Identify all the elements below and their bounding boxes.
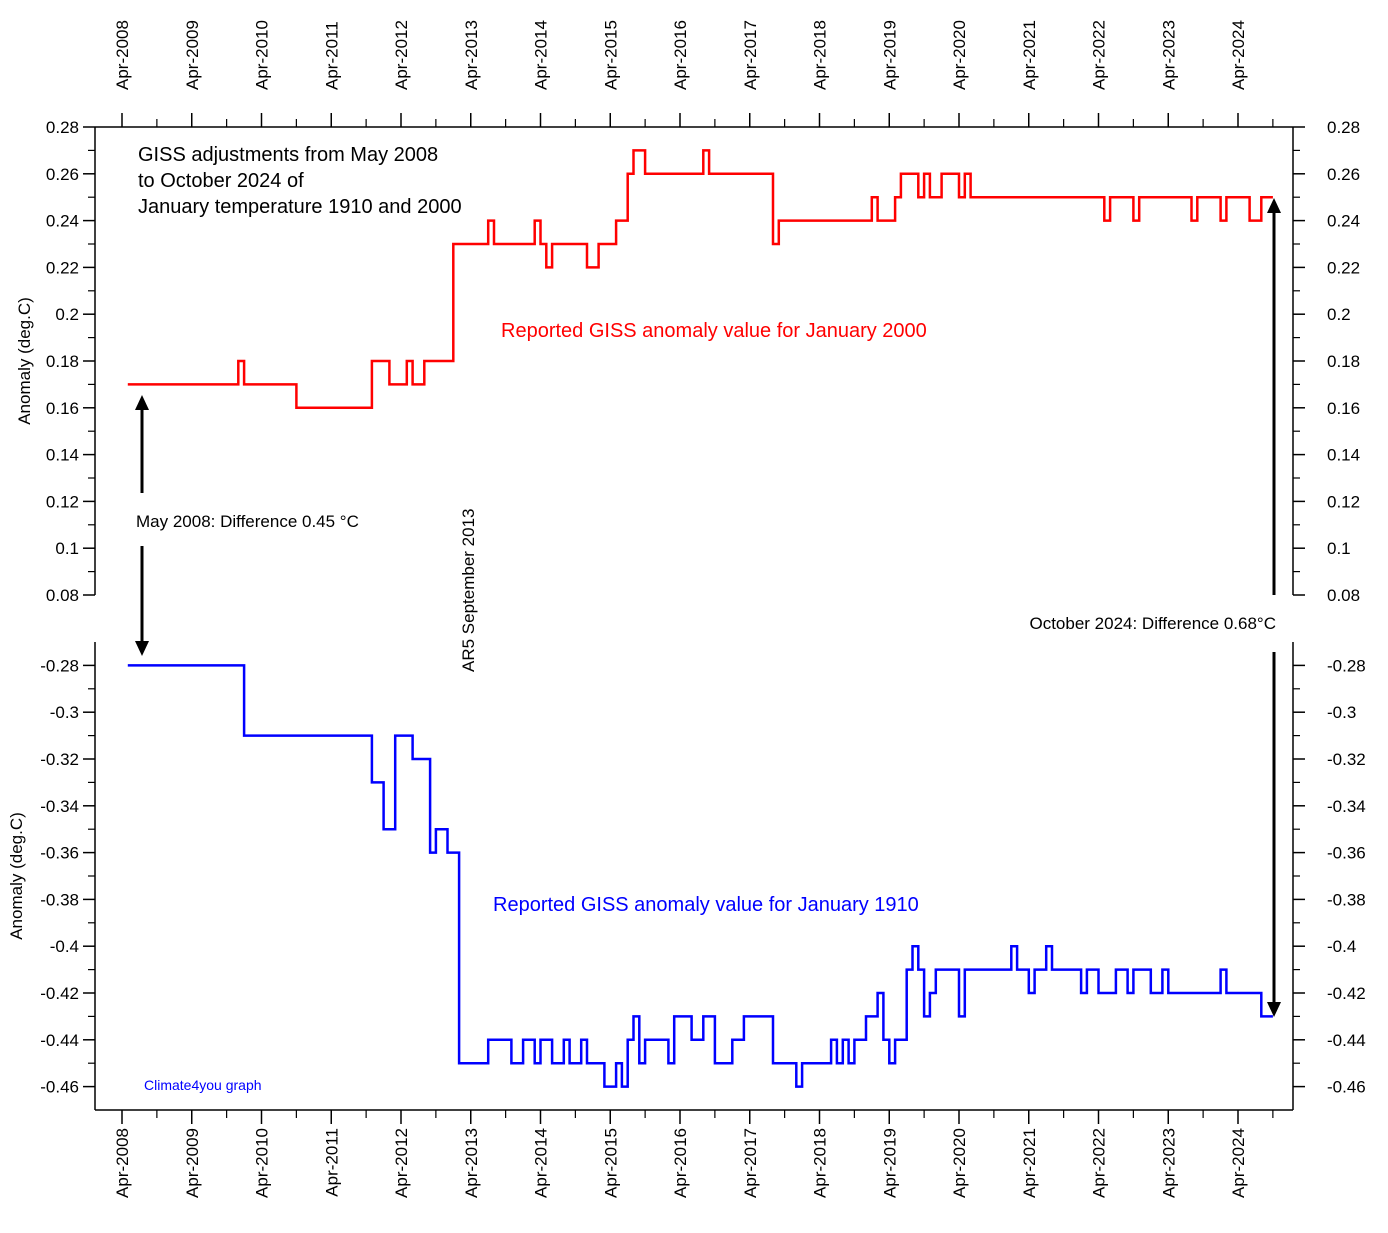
x-tick-label-top: Apr-2024 — [1229, 20, 1248, 90]
x-tick-label-bottom: Apr-2017 — [741, 1128, 760, 1198]
x-tick-label-top: Apr-2014 — [532, 20, 551, 90]
x-tick-label-bottom: Apr-2012 — [392, 1128, 411, 1198]
y-tick-label-right: 0.18 — [1327, 352, 1360, 371]
x-tick-label-bottom: Apr-2011 — [322, 1128, 341, 1197]
credit-text: Climate4you graph — [144, 1077, 262, 1093]
y-tick-label-left: 0.1 — [55, 539, 79, 558]
may-2008-difference-label: May 2008: Difference 0.45 °C — [136, 512, 359, 531]
x-tick-label-bottom: Apr-2016 — [671, 1128, 690, 1198]
y-tick-label-left: -0.32 — [40, 750, 79, 769]
y-tick-label-right: 0.16 — [1327, 399, 1360, 418]
x-tick-label-top: Apr-2015 — [601, 20, 620, 90]
y-tick-label-left: -0.28 — [40, 656, 79, 675]
x-tick-label-bottom: Apr-2009 — [183, 1128, 202, 1198]
x-tick-label-bottom: Apr-2008 — [113, 1128, 132, 1198]
y-tick-label-left: -0.44 — [40, 1031, 79, 1050]
y-tick-label-right: -0.44 — [1327, 1031, 1366, 1050]
y-tick-label-left: 0.14 — [46, 446, 79, 465]
y-tick-label-right: -0.32 — [1327, 750, 1366, 769]
y-tick-label-right: -0.42 — [1327, 984, 1366, 1003]
x-tick-label-bottom: Apr-2013 — [462, 1128, 481, 1198]
y-tick-label-left: 0.16 — [46, 399, 79, 418]
y-tick-label-right: -0.36 — [1327, 844, 1366, 863]
upper-y-axis: 0.08 0.08 0.1 0.1 0.12 0.12 0.14 0.14 0.16 0.16 0.… — [46, 118, 1360, 605]
y-tick-label-right: 0.28 — [1327, 118, 1360, 137]
y-tick-label-left: -0.34 — [40, 797, 79, 816]
y-tick-label-left: 0.12 — [46, 492, 79, 511]
x-axis-top: Apr-2008 Apr-2009 Apr-2010 Apr-2011 Apr-2012… — [113, 20, 1274, 127]
chart-title: GISS adjustments from May 2008 to Octobe… — [138, 144, 462, 218]
x-tick-label-top: Apr-2009 — [183, 20, 202, 90]
y-tick-label-right: 0.14 — [1327, 446, 1360, 465]
y-tick-label-right: 0.24 — [1327, 212, 1360, 231]
chart-title-line-1: GISS adjustments from May 2008 — [138, 144, 438, 166]
y-tick-label-left: -0.42 — [40, 984, 79, 1003]
y-tick-label-left: 0.28 — [46, 118, 79, 137]
series-label-january-2000: Reported GISS anomaly value for January … — [501, 320, 927, 342]
y-tick-label-right: 0.08 — [1327, 586, 1360, 605]
x-tick-label-bottom: Apr-2024 — [1229, 1128, 1248, 1198]
x-tick-label-top: Apr-2022 — [1090, 20, 1109, 90]
upper-y-axis-title: Anomaly (deg.C) — [15, 297, 34, 425]
x-tick-label-bottom: Apr-2018 — [811, 1128, 830, 1198]
y-tick-label-right: -0.38 — [1327, 890, 1366, 909]
y-tick-label-left: -0.46 — [40, 1078, 79, 1097]
y-tick-label-left: 0.08 — [46, 586, 79, 605]
y-tick-label-right: -0.46 — [1327, 1078, 1366, 1097]
y-tick-label-right: 0.22 — [1327, 258, 1360, 277]
x-axis-bottom: Apr-2008 Apr-2009 Apr-2010 Apr-2011 Apr-2012… — [113, 1110, 1274, 1198]
y-tick-label-left: -0.36 — [40, 844, 79, 863]
y-tick-label-left: 0.22 — [46, 258, 79, 277]
y-tick-label-left: 0.26 — [46, 165, 79, 184]
y-tick-label-right: -0.34 — [1327, 797, 1366, 816]
lower-y-axis: -0.46 -0.46 -0.44 -0.44 -0.42 -0.42 -0.4 -0.4 -0… — [40, 656, 1366, 1096]
x-tick-label-bottom: Apr-2010 — [253, 1128, 272, 1198]
chart-title-line-3: January temperature 1910 and 2000 — [138, 196, 462, 218]
series-line-january-2000 — [127, 149, 1273, 410]
x-tick-label-bottom: Apr-2015 — [601, 1128, 620, 1198]
y-tick-label-left: -0.4 — [50, 937, 79, 956]
y-tick-label-right: 0.26 — [1327, 165, 1360, 184]
series-label-january-1910: Reported GISS anomaly value for January … — [493, 894, 919, 916]
y-tick-label-right: 0.12 — [1327, 492, 1360, 511]
y-tick-label-left: 0.18 — [46, 352, 79, 371]
ar5-annotation: AR5 September 2013 — [459, 509, 478, 673]
x-tick-label-top: Apr-2016 — [671, 20, 690, 90]
y-tick-label-left: 0.24 — [46, 212, 79, 231]
x-tick-label-top: Apr-2008 — [113, 20, 132, 90]
x-tick-label-bottom: Apr-2020 — [950, 1128, 969, 1198]
y-tick-label-left: -0.3 — [50, 703, 79, 722]
x-tick-label-bottom: Apr-2014 — [532, 1128, 551, 1198]
x-tick-label-top: Apr-2010 — [253, 20, 272, 90]
x-tick-label-top: Apr-2012 — [392, 20, 411, 90]
october-2024-difference-arrow — [1267, 198, 1281, 1017]
y-tick-label-right: 0.2 — [1327, 305, 1351, 324]
october-2024-difference-label: October 2024: Difference 0.68°C — [1029, 614, 1276, 633]
x-tick-label-top: Apr-2018 — [811, 20, 830, 90]
x-tick-label-bottom: Apr-2019 — [880, 1128, 899, 1198]
x-tick-label-top: Apr-2017 — [741, 20, 760, 90]
x-tick-label-bottom: Apr-2023 — [1159, 1128, 1178, 1198]
x-tick-label-top: Apr-2021 — [1020, 20, 1039, 90]
y-tick-label-right: -0.28 — [1327, 656, 1366, 675]
x-tick-label-top: Apr-2013 — [462, 20, 481, 90]
y-tick-label-right: 0.1 — [1327, 539, 1351, 558]
may-2008-difference-arrow — [135, 395, 149, 656]
lower-y-axis-title: Anomaly (deg.C) — [7, 812, 26, 940]
y-tick-label-right: -0.4 — [1327, 937, 1356, 956]
x-tick-label-top: Apr-2023 — [1159, 20, 1178, 90]
chart-title-line-2: to October 2024 of — [138, 170, 304, 192]
x-tick-label-top: Apr-2011 — [322, 21, 341, 90]
series-line-january-1910 — [127, 664, 1273, 1088]
x-tick-label-bottom: Apr-2022 — [1090, 1128, 1109, 1198]
y-tick-label-right: -0.3 — [1327, 703, 1356, 722]
y-tick-label-left: -0.38 — [40, 890, 79, 909]
x-tick-label-top: Apr-2019 — [880, 20, 899, 90]
x-tick-label-bottom: Apr-2021 — [1020, 1128, 1039, 1198]
y-tick-label-left: 0.2 — [55, 305, 79, 324]
x-tick-label-top: Apr-2020 — [950, 20, 969, 90]
